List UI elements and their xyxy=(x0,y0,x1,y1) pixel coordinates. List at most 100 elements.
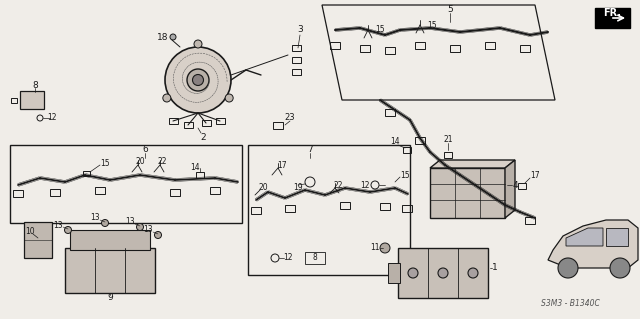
Circle shape xyxy=(136,224,143,231)
Text: 7: 7 xyxy=(307,145,313,154)
Bar xyxy=(196,172,204,178)
Bar xyxy=(402,204,412,211)
Bar xyxy=(403,147,411,153)
Bar xyxy=(285,204,295,211)
Bar xyxy=(518,183,526,189)
Bar xyxy=(398,248,488,298)
Text: 3: 3 xyxy=(297,26,303,34)
Bar xyxy=(273,122,283,129)
Bar xyxy=(216,118,225,124)
Bar xyxy=(170,189,180,196)
Bar xyxy=(430,168,505,218)
Text: 8: 8 xyxy=(312,254,317,263)
Text: 13: 13 xyxy=(53,220,63,229)
Bar xyxy=(485,41,495,48)
Bar xyxy=(291,45,301,51)
Circle shape xyxy=(65,226,72,234)
Text: 10: 10 xyxy=(25,227,35,236)
Text: 11: 11 xyxy=(371,243,380,253)
Circle shape xyxy=(154,232,161,239)
Circle shape xyxy=(163,94,171,102)
Circle shape xyxy=(380,243,390,253)
Text: 12: 12 xyxy=(360,181,370,189)
Circle shape xyxy=(170,34,176,40)
Bar xyxy=(13,189,23,197)
Text: 19: 19 xyxy=(293,183,303,192)
Bar xyxy=(10,145,242,223)
Bar xyxy=(360,44,370,51)
Bar xyxy=(330,41,340,48)
Bar xyxy=(168,118,177,124)
Text: 2: 2 xyxy=(200,133,206,143)
Text: 20: 20 xyxy=(135,158,145,167)
Bar xyxy=(388,263,400,283)
Circle shape xyxy=(558,258,578,278)
Bar xyxy=(444,152,452,158)
Bar xyxy=(305,252,325,264)
Text: 14: 14 xyxy=(390,137,400,146)
Text: 1: 1 xyxy=(492,263,498,272)
Bar xyxy=(450,44,460,51)
Text: 15: 15 xyxy=(100,159,110,167)
Bar xyxy=(95,187,105,194)
Circle shape xyxy=(408,268,418,278)
Bar xyxy=(24,222,52,258)
Text: 17: 17 xyxy=(277,160,287,169)
Text: 13: 13 xyxy=(143,226,153,234)
Text: 22: 22 xyxy=(333,181,343,189)
Polygon shape xyxy=(505,160,515,218)
Polygon shape xyxy=(606,228,628,246)
Bar xyxy=(455,174,465,181)
Bar xyxy=(184,122,193,128)
Text: 12: 12 xyxy=(284,254,292,263)
Text: 4: 4 xyxy=(512,181,518,189)
Text: 12: 12 xyxy=(47,114,57,122)
Bar xyxy=(70,230,150,250)
Bar xyxy=(340,202,350,209)
Text: 21: 21 xyxy=(444,136,452,145)
Text: 20: 20 xyxy=(258,183,268,192)
Bar xyxy=(50,189,60,196)
Circle shape xyxy=(193,75,204,85)
Text: 23: 23 xyxy=(285,114,295,122)
Bar xyxy=(210,187,220,194)
Text: 18: 18 xyxy=(157,33,169,41)
Bar xyxy=(415,137,425,144)
Polygon shape xyxy=(566,228,603,246)
Text: S3M3 - B1340C: S3M3 - B1340C xyxy=(541,299,600,308)
Text: 14: 14 xyxy=(190,164,200,173)
Bar xyxy=(291,57,301,63)
Bar xyxy=(385,108,395,115)
Bar xyxy=(495,202,505,209)
Bar xyxy=(65,248,155,293)
Circle shape xyxy=(438,268,448,278)
Bar xyxy=(525,217,535,224)
Bar xyxy=(520,44,530,51)
Text: 8: 8 xyxy=(32,80,38,90)
Bar xyxy=(248,145,410,275)
Text: 13: 13 xyxy=(125,218,135,226)
Text: 17: 17 xyxy=(530,170,540,180)
Circle shape xyxy=(187,69,209,91)
Bar xyxy=(415,41,425,48)
Bar xyxy=(251,206,261,213)
Bar xyxy=(83,170,90,175)
Text: FR.: FR. xyxy=(603,8,621,18)
Text: 9: 9 xyxy=(107,293,113,302)
Text: 15: 15 xyxy=(427,20,437,29)
Bar xyxy=(20,91,44,109)
Polygon shape xyxy=(595,8,630,28)
Text: 13: 13 xyxy=(90,213,100,222)
Circle shape xyxy=(165,47,231,113)
Bar xyxy=(202,120,211,126)
Bar xyxy=(385,47,395,54)
Circle shape xyxy=(194,40,202,48)
Polygon shape xyxy=(548,220,638,268)
Polygon shape xyxy=(430,160,515,168)
Bar xyxy=(11,98,17,102)
Text: 5: 5 xyxy=(447,5,453,14)
Bar xyxy=(291,69,301,75)
Circle shape xyxy=(102,219,109,226)
Text: 6: 6 xyxy=(142,145,148,154)
Bar xyxy=(380,203,390,210)
